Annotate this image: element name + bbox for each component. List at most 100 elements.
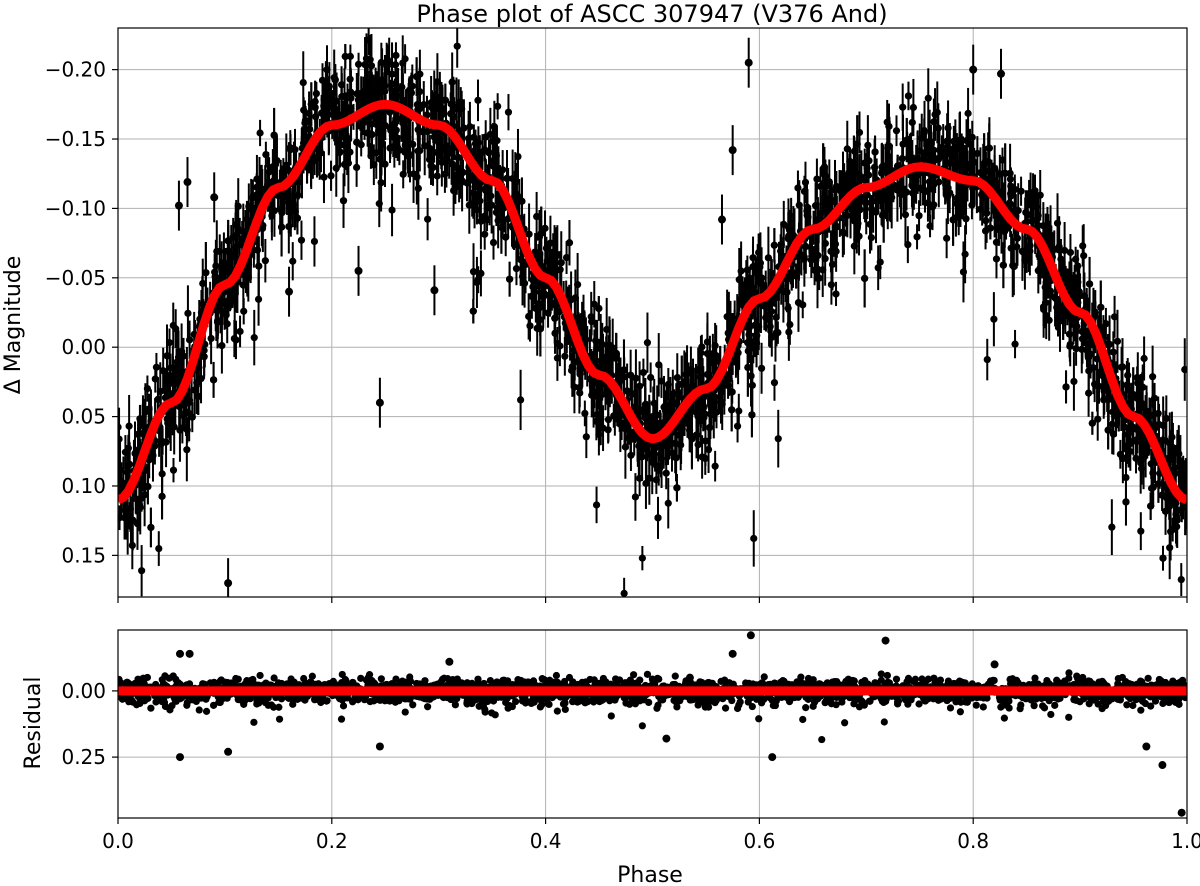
- main-data-point: [1138, 399, 1146, 407]
- main-data-point: [172, 364, 181, 372]
- main-data-point: [551, 255, 559, 264]
- main-data-point: [497, 223, 505, 231]
- main-data-point: [698, 453, 706, 461]
- main-data-point: [438, 105, 447, 113]
- main-data-point: [1085, 280, 1094, 288]
- main-data-point: [368, 149, 376, 157]
- main-data-point: [904, 92, 913, 100]
- main-data-point: [657, 377, 666, 385]
- main-data-point: [1024, 211, 1032, 219]
- main-data-point: [1057, 255, 1065, 263]
- main-data-point: [1159, 554, 1167, 562]
- main-data-point: [1054, 313, 1062, 321]
- main-data-point: [1007, 244, 1015, 252]
- main-data-point: [158, 492, 166, 500]
- main-data-point: [1140, 354, 1148, 363]
- main-data-point: [1028, 217, 1036, 225]
- main-data-point: [1147, 460, 1155, 468]
- main-data-point: [819, 165, 827, 173]
- main-data-point: [431, 105, 439, 113]
- main-data-point: [964, 109, 972, 117]
- main-data-point: [869, 197, 877, 205]
- main-data-point: [1109, 348, 1117, 356]
- main-data-point: [424, 127, 432, 136]
- main-data-point: [819, 266, 827, 274]
- main-data-point: [642, 445, 650, 453]
- main-data-point: [627, 451, 635, 459]
- main-data-point: [701, 437, 710, 445]
- main-data-point: [1115, 410, 1123, 418]
- main-data-point: [330, 103, 338, 111]
- main-data-point: [450, 186, 458, 195]
- main-data-point: [347, 104, 355, 112]
- main-data-point: [651, 421, 659, 429]
- main-data-point: [753, 332, 761, 340]
- main-data-point: [899, 103, 907, 111]
- main-data-point: [1036, 264, 1044, 272]
- main-data-point: [943, 137, 951, 145]
- main-data-point: [612, 349, 621, 358]
- main-data-point: [207, 334, 215, 343]
- main-data-point: [1088, 419, 1096, 427]
- main-data-point: [985, 144, 993, 152]
- main-data-point: [455, 99, 463, 107]
- main-data-point: [925, 142, 933, 150]
- main-data-point: [489, 238, 498, 247]
- main-data-point: [202, 269, 210, 277]
- main-data-point: [785, 232, 793, 240]
- main-data-point: [871, 148, 879, 156]
- main-data-point: [757, 274, 766, 282]
- main-data-point: [764, 311, 772, 319]
- main-data-point: [620, 366, 628, 374]
- main-data-point: [465, 201, 473, 209]
- main-data-point: [289, 257, 297, 265]
- main-data-point: [1001, 169, 1009, 177]
- main-data-point: [134, 607, 141, 614]
- main-data-point: [277, 223, 286, 231]
- main-data-point: [247, 204, 255, 213]
- main-data-point: [1149, 373, 1157, 381]
- main-data-point: [1122, 498, 1130, 506]
- main-data-point: [1046, 287, 1054, 295]
- main-data-point: [341, 52, 349, 61]
- main-data-point: [399, 59, 407, 67]
- main-data-point: [1065, 281, 1074, 290]
- main-data-point: [594, 387, 602, 395]
- main-data-point: [903, 136, 911, 144]
- main-data-point: [839, 228, 847, 236]
- main-data-point: [1031, 187, 1039, 195]
- main-data-point: [310, 237, 319, 246]
- main-data-point: [320, 173, 328, 181]
- main-data-point: [295, 178, 303, 186]
- main-data-point: [567, 296, 575, 304]
- main-data-point: [494, 102, 502, 110]
- main-data-point: [185, 409, 193, 418]
- main-data-point: [706, 353, 714, 361]
- main-data-point: [717, 398, 725, 406]
- main-data-point: [230, 286, 238, 295]
- main-data-point: [631, 493, 640, 501]
- main-data-point: [135, 500, 144, 509]
- main-data-point: [1100, 396, 1108, 404]
- main-data-point: [448, 160, 457, 168]
- main-data-point: [735, 276, 743, 284]
- main-data-point: [655, 466, 663, 475]
- main-data-point: [551, 329, 559, 337]
- main-data-point: [943, 234, 951, 242]
- main-data-point: [336, 148, 344, 156]
- main-data-point: [433, 78, 441, 86]
- main-data-point: [141, 408, 149, 416]
- main-data-point: [855, 232, 863, 240]
- main-data-point: [647, 373, 655, 382]
- main-data-point: [123, 468, 131, 476]
- main-data-point: [1053, 219, 1062, 227]
- main-data-point: [604, 416, 612, 424]
- main-data-point: [850, 163, 858, 171]
- main-gridlines: [117, 28, 1188, 597]
- main-data-point: [1078, 327, 1086, 336]
- main-data-point: [513, 190, 521, 199]
- main-data-point: [831, 223, 839, 231]
- main-data-point: [183, 426, 191, 434]
- main-data-point: [1013, 243, 1021, 251]
